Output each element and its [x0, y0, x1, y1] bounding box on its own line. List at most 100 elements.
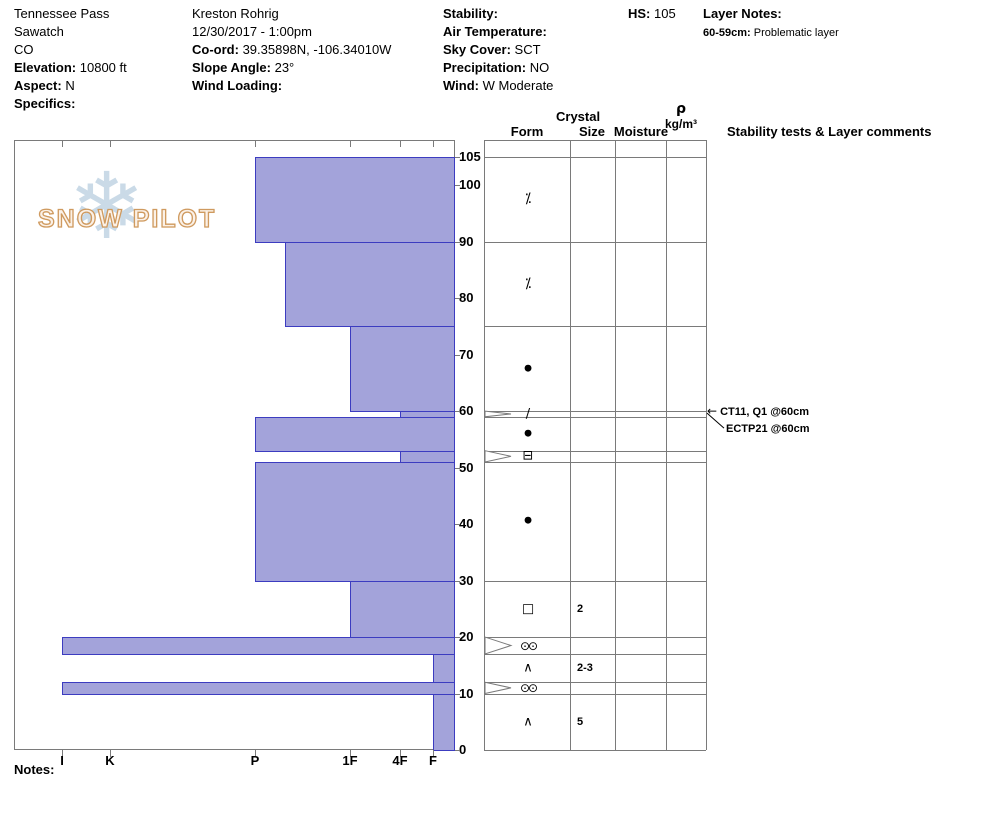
depth-tick-60	[455, 411, 460, 412]
header-observer: Kreston Rohrig 12/30/2017 - 1:00pm Co-or…	[192, 5, 391, 95]
hardness-tick-bottom-4F	[400, 750, 401, 757]
layer-boundary-60cm	[484, 411, 706, 412]
depth-tick-80	[455, 298, 460, 299]
arrow-left-icon: ←	[707, 404, 718, 418]
layer-boundary-53cm	[484, 451, 706, 452]
hardness-tick-bottom-F	[433, 750, 434, 757]
header-conditions: Stability: Air Temperature: Sky Cover: S…	[443, 5, 553, 95]
depth-tick-30	[455, 581, 460, 582]
header-location: Tennessee Pass Sawatch CO Elevation: 108…	[14, 5, 127, 113]
layer-boundary-51cm	[484, 462, 706, 463]
hardness-tick-bottom-K	[110, 750, 111, 757]
layer-note-range: 60-59cm:	[703, 27, 751, 39]
crystal-form-RG-icon-59cm: ●	[524, 428, 532, 439]
hardness-tick-top-1F	[350, 141, 351, 147]
form-column-header: Form	[510, 124, 544, 139]
wind-label: Wind:	[443, 78, 479, 93]
stability-test-annotation-0: ← CT11, Q1 @60cm	[707, 404, 809, 418]
elevation-value: 10800 ft	[79, 60, 127, 75]
specifics-label: Specifics:	[14, 96, 76, 111]
sky-cover: Sky Cover: SCT	[443, 41, 553, 59]
depth-tick-100	[455, 185, 460, 186]
crystal-column-header: Crystal	[556, 109, 601, 124]
depth-tick-40	[455, 524, 460, 525]
layer-boundary-105cm	[484, 157, 706, 158]
comments-column-header: Stability tests & Layer comments	[727, 124, 932, 139]
snowpilot-watermark: ❄ SNOW PILOT	[37, 161, 217, 270]
layer-note: 60-59cm: Problematic layer	[703, 26, 839, 40]
layer-bar-105-90cm	[255, 157, 455, 243]
depth-label-40: 40	[459, 516, 474, 531]
layer-boundary-59cm	[484, 417, 706, 418]
air-temperature-label: Air Temperature:	[443, 24, 547, 39]
depth-label-20: 20	[459, 629, 474, 644]
moisture-column-header: Moisture	[613, 124, 669, 139]
wind-loading-label: Wind Loading:	[192, 78, 283, 93]
site-state: CO	[14, 42, 34, 57]
hardness-label-K: K	[105, 753, 115, 768]
stability-test-label: CT11, Q1 @60cm	[720, 406, 810, 418]
crystal-form-MFcr-icon-53cm: ⊟	[522, 448, 534, 464]
thin-layer-wedge-20cm	[484, 636, 513, 655]
crystal-form-RG-icon-51cm: ●	[524, 515, 532, 526]
sky-cover-label: Sky Cover:	[443, 42, 511, 57]
crystal-form-FC-icon-17cm: ∧	[523, 660, 533, 676]
grid-top-line	[484, 140, 706, 141]
layer-bar-59-53cm	[255, 417, 455, 452]
layer-boundary-10cm	[484, 694, 706, 695]
crystal-form-DF-icon-90cm: ⁒	[524, 276, 532, 292]
hardness-tick-top-I	[62, 141, 63, 147]
site-aspect: Aspect: N	[14, 77, 127, 95]
wind-loading: Wind Loading:	[192, 77, 391, 95]
depth-label-50: 50	[459, 460, 474, 475]
layer-notes-label: Layer Notes:	[703, 6, 782, 21]
depth-label-80: 80	[459, 290, 474, 305]
depth-label-30: 30	[459, 573, 474, 588]
depth-label-0: 0	[459, 742, 467, 757]
site-range: Sawatch	[14, 24, 64, 39]
observation-datetime: 12/30/2017 - 1:00pm	[192, 24, 312, 39]
hardness-label-P: P	[250, 753, 260, 768]
grid-vline-0	[484, 140, 485, 750]
crystal-form-RG-icon-75cm: ●	[524, 363, 532, 374]
depth-tick-50	[455, 468, 460, 469]
header-layer-notes: Layer Notes: 60-59cm: Problematic layer	[703, 5, 839, 40]
depth-tick-20	[455, 637, 460, 638]
grid-bottom-line	[484, 750, 706, 751]
slope-angle: Slope Angle: 23°	[192, 59, 391, 77]
grid-vline-1	[570, 140, 571, 750]
crystal-size-30cm: 2	[577, 603, 584, 615]
density-column-header: ρ	[675, 101, 687, 117]
depth-tick-0	[455, 750, 460, 751]
depth-label-100: 100	[459, 177, 481, 192]
crystal-form-DH-icon-10cm: ∧	[523, 714, 533, 730]
hardness-tick-bottom-P	[255, 750, 256, 757]
air-temperature: Air Temperature:	[443, 23, 553, 41]
layer-boundary-90cm	[484, 242, 706, 243]
hardness-tick-bottom-I	[62, 750, 63, 757]
crystal-form-DF-icon-60cm: ∕	[525, 406, 531, 422]
precipitation-value: NO	[529, 60, 550, 75]
layer-boundary-17cm	[484, 654, 706, 655]
layer-boundary-75cm	[484, 326, 706, 327]
crystal-form-DF-icon-105cm: ⁒	[524, 191, 532, 207]
aspect-label: Aspect:	[14, 78, 62, 93]
observer-name: Kreston Rohrig	[192, 6, 279, 21]
size-column-header: Size	[578, 124, 606, 139]
coord-label: Co-ord:	[192, 42, 239, 57]
grid-vline-4	[706, 140, 707, 750]
crystal-form-IF-icon-20cm: ⊙⊙	[519, 639, 538, 653]
stability-label: Stability:	[443, 6, 498, 21]
stability: Stability:	[443, 5, 553, 23]
depth-tick-90	[455, 242, 460, 243]
grid-vline-3	[666, 140, 667, 750]
layer-bar-90-75cm	[285, 242, 455, 327]
wind: Wind: W Moderate	[443, 77, 553, 95]
watermark-text: SNOW PILOT	[37, 204, 217, 233]
site-name: Tennessee Pass	[14, 6, 110, 21]
hs-value: 105	[654, 6, 676, 21]
hardness-label-I: I	[60, 753, 64, 768]
coord-value: 39.35898N, -106.34010W	[242, 42, 392, 57]
